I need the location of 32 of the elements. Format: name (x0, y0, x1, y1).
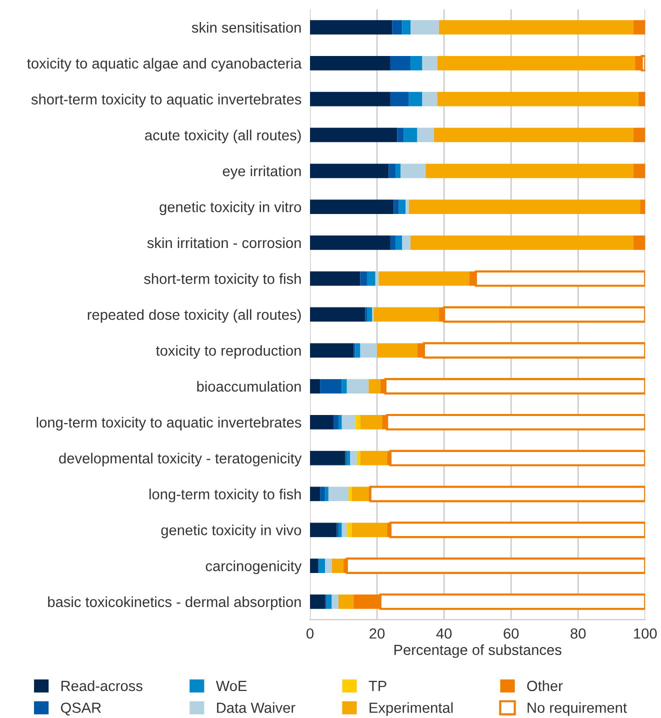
x-tick-label: 80 (570, 628, 586, 639)
y-tick-label: bioaccumulation (197, 381, 301, 392)
y-tick-label: long-term toxicity to aquatic invertebrates (36, 416, 302, 430)
y-tick-label: repeated dose toxicity (all routes) (88, 309, 301, 323)
x-tick-label: 60 (504, 628, 519, 639)
y-tick-label: carcinogenicity (206, 560, 302, 574)
y-tick-label: genetic toxicity in vivo (161, 524, 302, 538)
y-tick-label: developmental toxicity - teratogenicity (59, 452, 302, 466)
x-axis-title: Percentage of substances (394, 644, 562, 658)
y-tick-label: basic toxicokinetics - dermal absorption (48, 596, 301, 610)
legend-label: QSAR (60, 702, 101, 716)
legend-label: Other (527, 680, 563, 692)
y-tick-label: eye irritation (222, 166, 301, 180)
x-tick-label: 0 (306, 628, 314, 639)
y-tick-label: skin sensitisation (192, 22, 301, 33)
legend-label: No requirement (528, 702, 627, 716)
y-tick-label: short-term toxicity to fish (144, 273, 301, 287)
y-tick-label: short-term toxicity to aquatic invertebrates (31, 94, 302, 108)
x-tick-label: 20 (370, 628, 385, 639)
legend-label: Experimental (370, 702, 453, 716)
legend-label: Read-across (61, 680, 142, 692)
y-tick-label: long-term toxicity to fish (149, 488, 301, 502)
y-tick-label: toxicity to aquatic algae and cyanobacteria (27, 58, 302, 72)
y-tick-label: toxicity to reproduction (156, 345, 301, 359)
y-tick-label: genetic toxicity in vitro (160, 202, 302, 216)
x-tick-label: 40 (436, 628, 452, 639)
y-tick-label: skin irritation - corrosion (147, 237, 301, 248)
legend-label: WoE (216, 680, 247, 692)
legend-label: Data Waiver (217, 702, 296, 713)
x-tick-label: 100 (634, 628, 657, 639)
legend-label: TP (368, 680, 386, 691)
y-tick-label: acute toxicity (all routes) (145, 130, 301, 144)
